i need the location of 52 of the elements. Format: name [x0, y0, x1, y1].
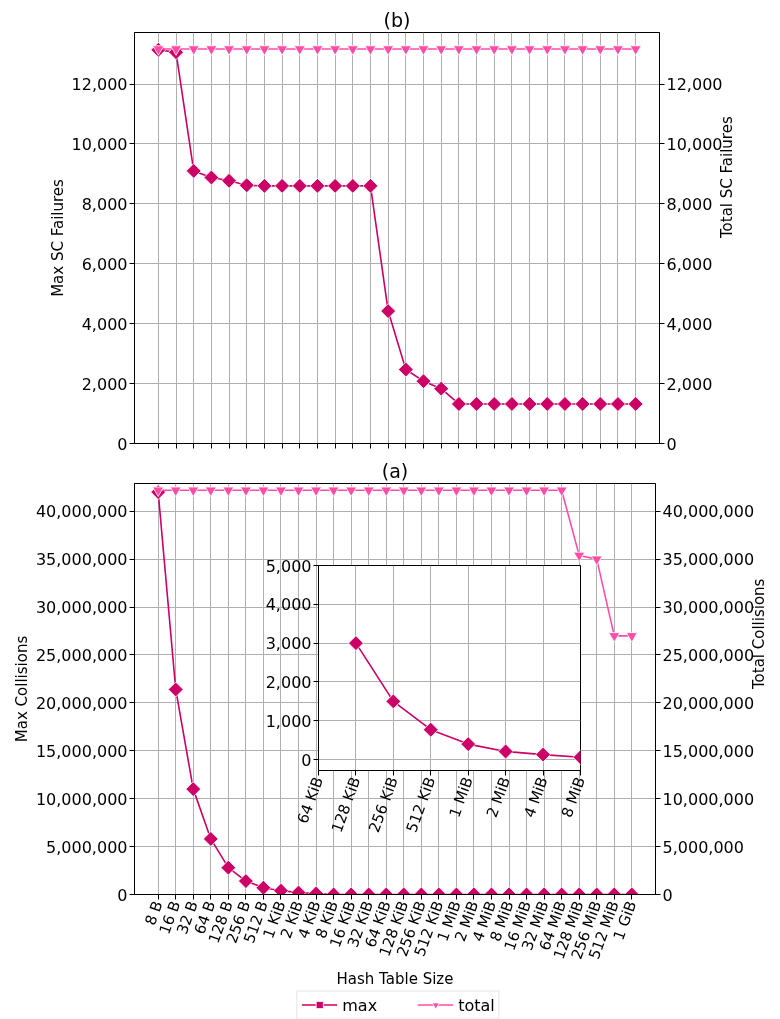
y2-tick-label: 4,000: [666, 314, 713, 334]
y-tick-label: 6,000: [81, 254, 128, 274]
y-tick-label: 4,000: [81, 314, 128, 334]
x-tick-label: 8 MiB: [557, 774, 589, 820]
y2-tick-label: 12,000: [666, 75, 723, 95]
y2-tick-label: 8,000: [666, 194, 713, 214]
y-tick-label: 10,000: [71, 134, 128, 154]
y-tick-label: 1,000: [265, 711, 312, 731]
y-tick-label: 4,000: [265, 595, 312, 615]
y-tick-label: 30,000,000: [35, 598, 128, 618]
x-tick-label: 2 MiB: [482, 774, 515, 820]
y-tick-label: 5,000: [265, 556, 312, 576]
x-tick-label: 256 KiB: [365, 774, 402, 835]
y-tick-label: 5,000,000: [46, 837, 128, 857]
y2-tick-label: 15,000,000: [662, 741, 755, 761]
y-tick-label: 2,000: [265, 672, 312, 692]
y-tick-label: 20,000,000: [35, 693, 128, 713]
x-tick-label: 512 KiB: [402, 774, 440, 835]
x-tick-label: 1 MiB: [445, 774, 477, 820]
chart-title: (a): [381, 460, 409, 482]
y-tick-label: 0: [117, 885, 128, 905]
y-tick-label: 25,000,000: [35, 645, 128, 665]
y-axis-title: Max SC Failures: [48, 178, 67, 297]
legend-label: total: [458, 995, 495, 1014]
y2-tick-label: 0: [662, 885, 673, 905]
y2-tick-label: 0: [666, 434, 677, 454]
x-tick-label: 4 MiB: [520, 774, 552, 820]
y-tick-label: 0: [117, 434, 128, 454]
y-tick-label: 3,000: [265, 634, 312, 654]
y-tick-label: 10,000,000: [35, 789, 128, 809]
y-tick-label: 35,000,000: [35, 550, 128, 570]
y-tick-label: 2,000: [81, 374, 128, 394]
y2-tick-label: 10,000,000: [662, 789, 755, 809]
y-tick-label: 0: [301, 750, 312, 770]
y2-tick-label: 6,000: [666, 254, 713, 274]
y2-tick-label: 30,000,000: [662, 598, 755, 618]
y-tick-label: 40,000,000: [35, 502, 128, 522]
x-tick-label: 128 KiB: [327, 774, 365, 835]
legend-label: max: [342, 995, 378, 1014]
x-tick-label: 64 KiB: [293, 774, 327, 826]
y2-tick-label: 20,000,000: [662, 693, 755, 713]
y2-tick-label: 5,000,000: [662, 837, 744, 857]
y2-tick-label: 40,000,000: [662, 502, 755, 522]
y-tick-label: 12,000: [71, 75, 128, 95]
x-axis-title: Hash Table Size: [336, 969, 454, 988]
y-tick-label: 8,000: [81, 194, 128, 214]
chart-title: (b): [383, 9, 411, 31]
y2-tick-label: 10,000: [666, 134, 723, 154]
y-axis-title: Max Collisions: [12, 635, 31, 743]
y2-tick-label: 2,000: [666, 374, 713, 394]
y-tick-label: 15,000,000: [35, 741, 128, 761]
y2-tick-label: 35,000,000: [662, 550, 755, 570]
